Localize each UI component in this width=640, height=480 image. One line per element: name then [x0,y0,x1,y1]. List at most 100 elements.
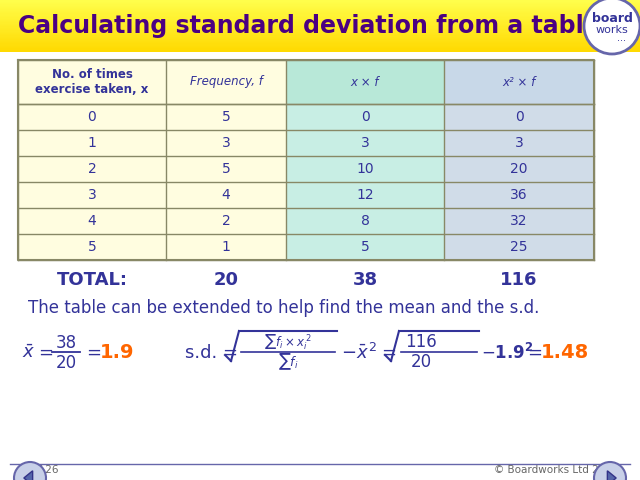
FancyBboxPatch shape [286,60,444,104]
FancyBboxPatch shape [286,104,444,130]
FancyBboxPatch shape [166,60,286,104]
FancyBboxPatch shape [166,130,286,156]
Text: 38: 38 [56,334,77,352]
Text: ...: ... [618,33,627,43]
Text: 20: 20 [214,271,239,289]
Text: 1: 1 [221,240,230,254]
Circle shape [14,462,46,480]
FancyBboxPatch shape [0,11,640,13]
Text: 3: 3 [515,136,524,150]
FancyBboxPatch shape [0,46,640,48]
FancyBboxPatch shape [0,39,640,42]
Text: $-\mathbf{1.9}^{\mathbf{2}}$: $-\mathbf{1.9}^{\mathbf{2}}$ [481,343,534,363]
Text: =: = [527,344,542,362]
Circle shape [594,462,626,480]
FancyBboxPatch shape [0,42,640,44]
Polygon shape [24,471,33,480]
FancyBboxPatch shape [0,38,640,40]
FancyBboxPatch shape [0,29,640,31]
Text: $\sum f_i \times x_i^{\,2}$: $\sum f_i \times x_i^{\,2}$ [264,332,312,352]
Text: 38: 38 [353,271,378,289]
Text: $\sum f_i$: $\sum f_i$ [278,352,298,372]
Text: No. of times
exercise taken, x: No. of times exercise taken, x [35,68,148,96]
Text: 5: 5 [221,162,230,176]
Text: 4: 4 [221,188,230,202]
FancyBboxPatch shape [444,104,594,130]
FancyBboxPatch shape [18,208,166,234]
Text: © Boardworks Ltd 2005: © Boardworks Ltd 2005 [493,465,618,475]
Text: 20: 20 [510,162,528,176]
Text: 10: 10 [356,162,374,176]
FancyBboxPatch shape [444,130,594,156]
FancyBboxPatch shape [0,8,640,11]
FancyBboxPatch shape [0,0,640,2]
FancyBboxPatch shape [286,182,444,208]
Text: 36: 36 [510,188,528,202]
Text: =: = [381,344,396,362]
Text: 5: 5 [221,110,230,124]
FancyBboxPatch shape [18,156,166,182]
FancyBboxPatch shape [0,12,640,14]
Text: 5: 5 [88,240,97,254]
FancyBboxPatch shape [0,1,640,4]
Text: The table can be extended to help find the mean and the s.d.: The table can be extended to help find t… [28,299,540,317]
FancyBboxPatch shape [0,7,640,9]
FancyBboxPatch shape [444,234,594,260]
Text: 3: 3 [221,136,230,150]
Text: 20: 20 [56,354,77,372]
Polygon shape [607,471,616,480]
Text: 0: 0 [515,110,524,124]
FancyBboxPatch shape [0,0,640,1]
FancyBboxPatch shape [286,130,444,156]
FancyBboxPatch shape [0,26,640,29]
FancyBboxPatch shape [0,41,640,43]
Text: $-\bar{x}^{\,2}$: $-\bar{x}^{\,2}$ [341,343,378,363]
FancyBboxPatch shape [166,182,286,208]
Text: 116: 116 [405,333,437,351]
FancyBboxPatch shape [0,4,640,7]
Text: 4: 4 [88,214,97,228]
Text: 1.9: 1.9 [100,344,134,362]
Text: =: = [38,344,53,362]
FancyBboxPatch shape [0,16,640,18]
FancyBboxPatch shape [0,10,640,12]
FancyBboxPatch shape [444,60,594,104]
FancyBboxPatch shape [0,3,640,5]
FancyBboxPatch shape [0,43,640,46]
FancyBboxPatch shape [286,208,444,234]
FancyBboxPatch shape [0,5,640,8]
FancyBboxPatch shape [0,34,640,36]
FancyBboxPatch shape [0,48,640,51]
Circle shape [584,0,640,54]
Text: 1: 1 [88,136,97,150]
FancyBboxPatch shape [166,104,286,130]
FancyBboxPatch shape [0,52,640,480]
FancyBboxPatch shape [0,30,640,33]
FancyBboxPatch shape [18,182,166,208]
FancyBboxPatch shape [444,208,594,234]
Text: 1.48: 1.48 [541,344,589,362]
FancyBboxPatch shape [0,21,640,24]
FancyBboxPatch shape [166,234,286,260]
Text: 3: 3 [88,188,97,202]
Text: =: = [86,344,101,362]
FancyBboxPatch shape [18,60,166,104]
FancyBboxPatch shape [286,234,444,260]
Text: 2: 2 [88,162,97,176]
FancyBboxPatch shape [0,14,640,17]
FancyBboxPatch shape [166,208,286,234]
Text: 32: 32 [510,214,528,228]
Text: TOTAL:: TOTAL: [56,271,127,289]
FancyBboxPatch shape [0,36,640,38]
Text: 0: 0 [360,110,369,124]
FancyBboxPatch shape [18,104,166,130]
FancyBboxPatch shape [0,17,640,20]
FancyBboxPatch shape [0,25,640,27]
FancyBboxPatch shape [444,156,594,182]
Text: 8: 8 [360,214,369,228]
Text: 12: 12 [356,188,374,202]
FancyBboxPatch shape [18,234,166,260]
Text: 5: 5 [360,240,369,254]
FancyBboxPatch shape [0,20,640,22]
FancyBboxPatch shape [0,13,640,16]
